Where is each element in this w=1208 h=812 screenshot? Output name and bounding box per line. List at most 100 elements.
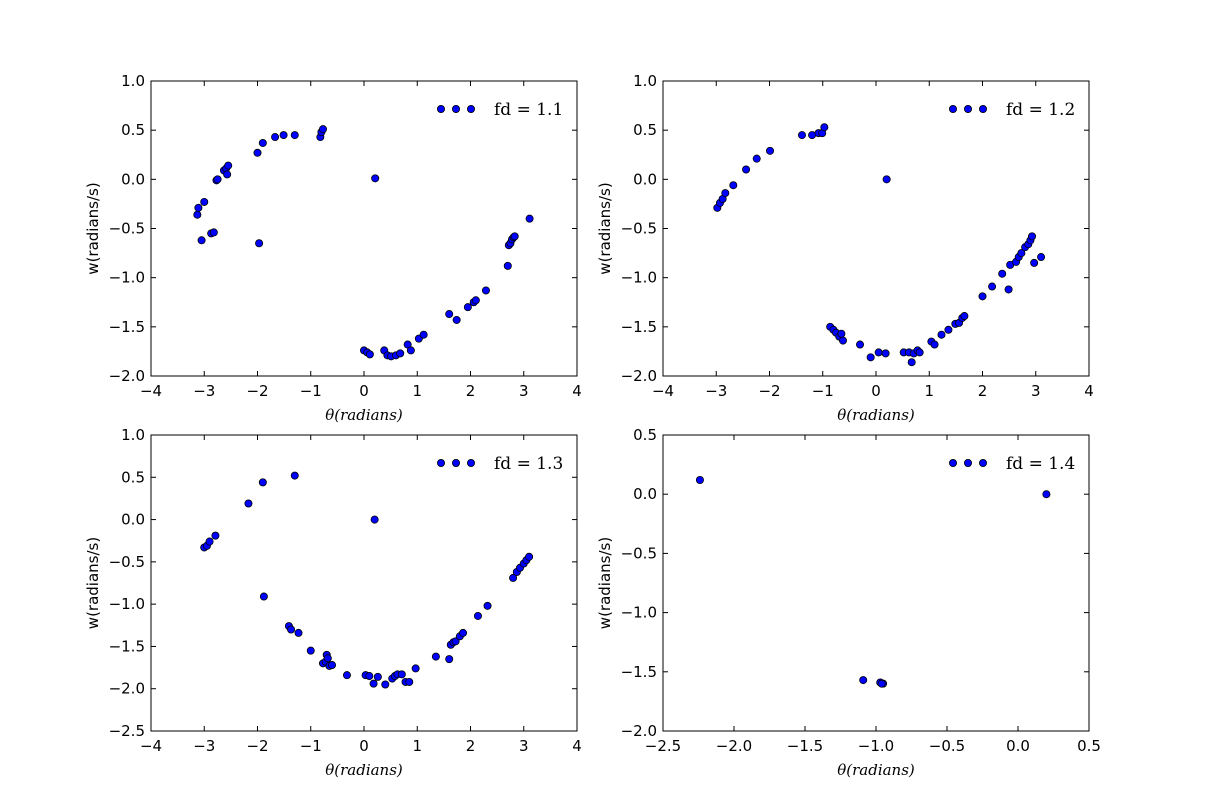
y-tick-label: −2.0 — [109, 367, 145, 385]
y-tick-label: −1.0 — [621, 269, 657, 287]
data-point — [419, 330, 428, 339]
data-point — [721, 189, 730, 198]
y-tick-label: 1.0 — [633, 72, 657, 90]
data-point — [431, 652, 440, 661]
y-tick-label: −1.5 — [621, 318, 657, 336]
data-point — [481, 286, 490, 295]
data-point — [1004, 285, 1013, 294]
legend: fd = 1.4 — [949, 454, 1075, 474]
data-points — [193, 125, 534, 361]
plot-area — [662, 434, 1090, 732]
x-tick-label: −1 — [300, 737, 322, 755]
legend-marker — [949, 105, 958, 114]
legend-label: fd = 1.2 — [1006, 100, 1075, 120]
x-tick-label: −2.0 — [716, 737, 752, 755]
legend-label: fd = 1.4 — [1006, 454, 1075, 474]
x-tick-label: 4 — [572, 737, 582, 755]
data-point — [342, 671, 351, 680]
data-points — [695, 475, 1051, 688]
x-tick-label: −4 — [140, 382, 162, 400]
x-axis-label: θ(radians) — [837, 761, 915, 779]
x-tick-label: 2 — [466, 382, 476, 400]
x-tick-label: 0.0 — [1006, 737, 1030, 755]
y-tick-label: 0.5 — [121, 121, 145, 139]
data-point — [258, 478, 267, 487]
subplot-fd-1-2: −4 −3 −2 −1 0 1 2 3 4 −2.0 −1.5 −1.0 −0.5 0.0 0.5 1.0 θ(… — [596, 72, 1094, 424]
data-point — [365, 350, 374, 359]
y-tick-label: 0.5 — [121, 468, 145, 486]
x-axis-label: θ(radians) — [325, 406, 403, 424]
subplot-fd-1-3: −4 −3 −2 −1 0 1 2 3 4 −2.5 −2.0 −1.5 −1.0 −0.5 0.0 0.5 1… — [84, 426, 582, 779]
data-point — [742, 165, 751, 174]
data-point — [1037, 253, 1046, 262]
x-tick-label: 3 — [1031, 382, 1041, 400]
data-point — [290, 471, 299, 480]
y-tick-label: −1.0 — [109, 269, 145, 287]
subplot-fd-1-1: −4 −3 −2 −1 0 1 2 3 4 −2.0 −1.5 −1.0 −0.5 0.0 0.5 1.0 θ(… — [84, 72, 582, 424]
data-point — [471, 296, 480, 305]
legend: fd = 1.3 — [436, 454, 563, 474]
data-point — [859, 676, 868, 685]
x-tick-label: 4 — [572, 382, 582, 400]
data-point — [729, 181, 738, 190]
plot-area — [662, 80, 1090, 377]
y-tick-label: −1.5 — [109, 318, 145, 336]
data-point — [525, 214, 534, 223]
data-point — [445, 310, 454, 319]
legend-marker — [451, 105, 460, 114]
x-tick-label: −3 — [193, 382, 215, 400]
data-point — [223, 170, 232, 179]
x-axis-label: θ(radians) — [325, 761, 403, 779]
data-point — [752, 154, 761, 163]
data-point — [193, 210, 202, 219]
data-point — [1042, 490, 1051, 499]
data-point — [930, 340, 939, 349]
legend-label: fd = 1.1 — [494, 100, 563, 120]
data-point — [937, 330, 946, 339]
x-tick-label: 2 — [466, 737, 476, 755]
data-point — [318, 125, 327, 134]
data-point — [452, 315, 461, 324]
data-point — [451, 637, 460, 646]
data-point — [797, 131, 806, 140]
data-point — [205, 537, 214, 546]
data-point — [255, 239, 264, 248]
y-tick-label: −1.5 — [109, 637, 145, 655]
data-point — [1030, 258, 1039, 267]
data-point — [253, 148, 262, 157]
data-point — [944, 325, 953, 334]
y-tick-label: −1.5 — [621, 663, 657, 681]
y-tick-label: 0.5 — [633, 121, 657, 139]
legend-marker — [949, 458, 958, 467]
x-tick-label: 4 — [1084, 382, 1094, 400]
data-point — [445, 655, 454, 664]
data-point — [369, 679, 378, 688]
data-points — [713, 123, 1046, 367]
data-point — [915, 348, 924, 357]
y-axis-label: w(radians/s) — [596, 182, 614, 274]
y-tick-label: 0.0 — [633, 170, 657, 188]
x-tick-label: −3 — [705, 382, 727, 400]
data-point — [323, 654, 332, 663]
x-tick-label: 1 — [924, 382, 934, 400]
data-point — [463, 303, 472, 312]
data-point — [411, 664, 420, 673]
legend-marker — [436, 105, 445, 114]
data-point — [837, 329, 846, 338]
x-tick-label: 3 — [519, 382, 529, 400]
data-point — [766, 146, 775, 155]
data-point — [373, 672, 382, 681]
x-tick-label: 0 — [359, 737, 369, 755]
data-point — [213, 175, 222, 184]
data-point — [838, 336, 847, 345]
data-point — [258, 138, 267, 147]
data-point — [405, 677, 414, 686]
data-point — [197, 236, 206, 245]
x-tick-label: 0 — [359, 382, 369, 400]
data-point — [365, 672, 374, 681]
data-point — [881, 349, 890, 358]
x-tick-label: 0 — [871, 382, 881, 400]
y-tick-label: −2.0 — [109, 680, 145, 698]
y-tick-label: 0.0 — [121, 511, 145, 529]
x-tick-label: −2 — [758, 382, 780, 400]
